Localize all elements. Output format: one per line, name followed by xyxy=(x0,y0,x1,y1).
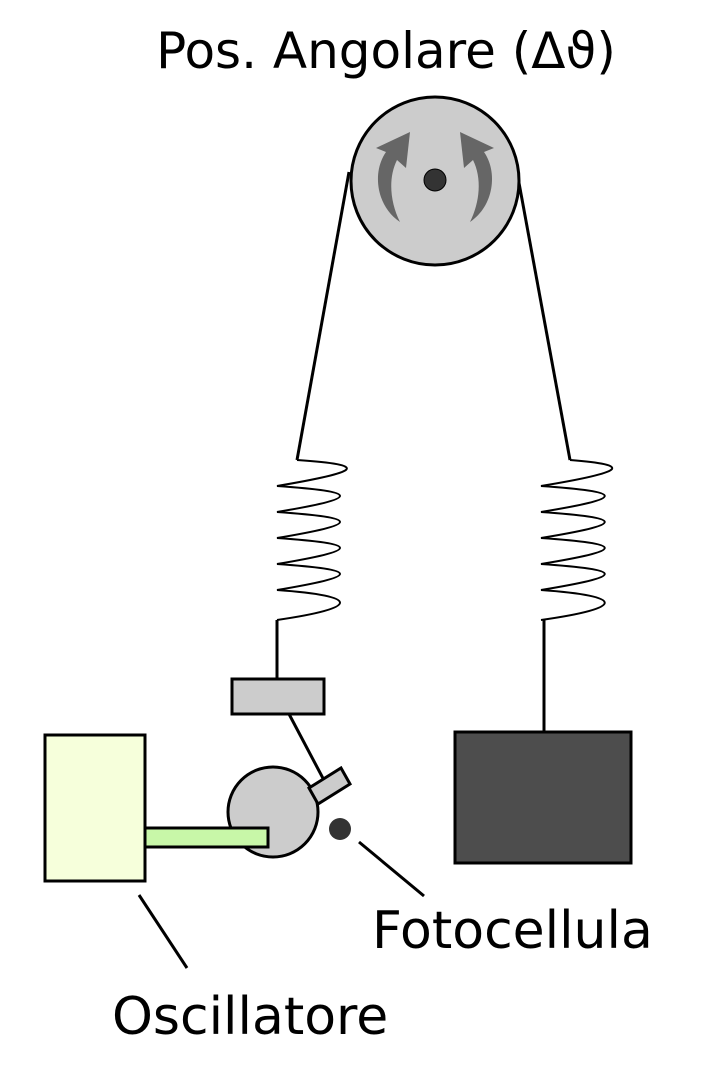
left-string xyxy=(295,171,351,461)
pulley xyxy=(349,95,521,267)
photocell-leader-line xyxy=(358,840,425,898)
rotation-arrows-icon xyxy=(376,132,494,222)
weight-block xyxy=(453,730,633,865)
clamp-to-rotor-link xyxy=(287,713,328,785)
photocell-label: Fotocellula xyxy=(372,901,653,961)
left-rotation-arrow xyxy=(376,132,410,222)
oscillator-arm xyxy=(143,826,270,849)
angular-position-label: Pos. Angolare (Δϑ) xyxy=(156,22,616,80)
left-spring xyxy=(276,459,348,621)
pulley-axle xyxy=(423,168,447,192)
clamp-block xyxy=(230,677,326,716)
right-rotation-arrow xyxy=(460,132,494,222)
right-spring xyxy=(540,459,614,621)
right-string xyxy=(515,171,572,461)
rotor-tab xyxy=(306,765,353,807)
photocell-sensor xyxy=(329,818,351,840)
oscillator-label: Oscillatore xyxy=(112,987,388,1047)
oscillator-box xyxy=(43,733,147,883)
oscillator-leader-line xyxy=(137,894,189,969)
